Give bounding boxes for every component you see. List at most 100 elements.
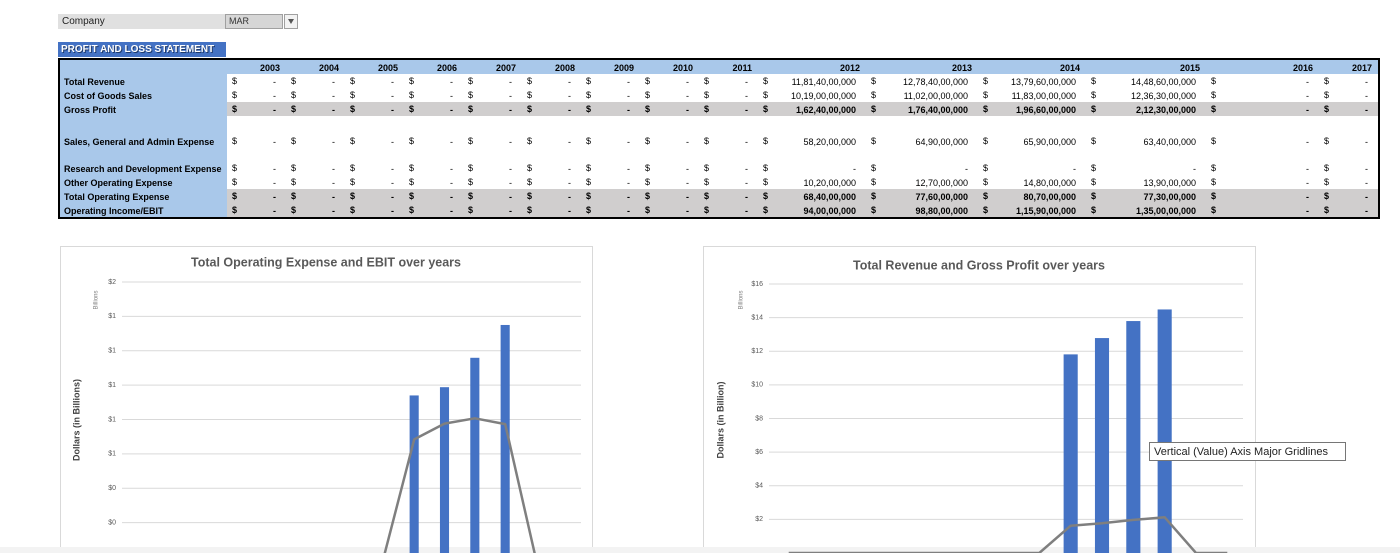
company-dropdown[interactable]: MAR: [225, 14, 283, 29]
value-cell: $ -: [227, 175, 286, 189]
value-cell: $ -: [345, 175, 404, 189]
spacer-row: [59, 116, 1379, 130]
cell-value: 80,70,00,000: [1023, 192, 1076, 202]
bar: [439, 387, 450, 553]
cell-value: -: [627, 206, 630, 216]
currency: $: [871, 163, 877, 173]
currency: $: [468, 104, 474, 114]
value-cell: $ -: [699, 175, 758, 189]
cell-value: -: [568, 77, 571, 87]
currency: $: [645, 177, 651, 187]
cell-value: -: [568, 192, 571, 202]
value-cell: $ -: [699, 130, 758, 148]
cell-value: -: [745, 77, 748, 87]
currency: $: [645, 90, 651, 100]
chart-frame[interactable]: [60, 246, 593, 553]
value-cell: $ -: [1206, 203, 1319, 218]
row-label: Other Operating Expense: [59, 175, 227, 189]
cell-value: 1,76,40,00,000: [907, 105, 968, 115]
header-row: 2003 2004 2005 2006 2007 2008 2009 2010 2011 2012…: [59, 59, 1379, 74]
year-header: 2008: [522, 59, 581, 74]
currency: $: [409, 163, 415, 173]
currency: $: [1091, 104, 1097, 114]
currency: $: [871, 191, 877, 201]
currency: $: [586, 90, 592, 100]
value-cell: $80,70,00,000: [978, 189, 1086, 203]
value-cell: $1,35,00,00,000: [1086, 203, 1206, 218]
currency: $: [983, 90, 989, 100]
year-header: 2005: [345, 59, 404, 74]
cell-value: -: [1365, 77, 1368, 87]
currency: $: [704, 136, 710, 146]
cell-value: 68,40,00,000: [803, 192, 856, 202]
value-cell: $ -: [1206, 88, 1319, 102]
company-label: Company: [58, 14, 225, 29]
value-cell: $ -: [345, 130, 404, 148]
currency: $: [1091, 163, 1097, 173]
cell-value: -: [273, 77, 276, 87]
value-cell: $1,62,40,00,000: [758, 102, 866, 116]
currency: $: [1091, 177, 1097, 187]
cell-value: -: [745, 137, 748, 147]
currency: $: [704, 177, 710, 187]
value-cell: $ -: [463, 130, 522, 148]
value-cell: $ -: [699, 203, 758, 218]
cell-value: 94,00,00,000: [803, 206, 856, 216]
year-header: 2011: [699, 59, 758, 74]
value-cell: $68,40,00,000: [758, 189, 866, 203]
cell-value: -: [509, 105, 512, 115]
bar: [1094, 338, 1110, 553]
value-cell: $ -: [1206, 130, 1319, 148]
currency: $: [586, 136, 592, 146]
cell-value: -: [391, 105, 394, 115]
currency: $: [1211, 90, 1217, 100]
bar: [500, 324, 510, 553]
y-tick-label: $1: [108, 382, 116, 389]
bar: [409, 395, 419, 553]
y-tick-label: $0: [108, 485, 116, 492]
value-cell: $ -: [286, 175, 345, 189]
cell-value: -: [745, 164, 748, 174]
dropdown-arrow[interactable]: [284, 14, 298, 29]
currency: $: [586, 177, 592, 187]
currency: $: [468, 76, 474, 86]
cell-value: -: [1365, 178, 1368, 188]
value-cell: $65,90,00,000: [978, 130, 1086, 148]
chart-title: Total Operating Expense and EBIT over ye…: [191, 255, 461, 269]
value-cell: $ -: [345, 102, 404, 116]
value-cell: $ -: [640, 74, 699, 88]
currency: $: [468, 191, 474, 201]
cell-value: -: [509, 77, 512, 87]
currency: $: [586, 163, 592, 173]
cell-value: -: [627, 178, 630, 188]
currency: $: [291, 163, 297, 173]
cell-value: -: [1306, 206, 1309, 216]
value-cell: $13,90,00,000: [1086, 175, 1206, 189]
cell-value: 13,90,00,000: [1143, 178, 1196, 188]
year-header: 2015: [1086, 59, 1206, 74]
value-cell: $64,90,00,000: [866, 130, 978, 148]
currency: $: [645, 191, 651, 201]
cell-value: -: [273, 164, 276, 174]
cell-value: -: [745, 206, 748, 216]
currency: $: [1091, 136, 1097, 146]
value-cell: $ -: [286, 189, 345, 203]
value-cell: $ -: [1319, 203, 1379, 218]
table-row: Gross Profit $ - $ - $ - $ - $ - $ - $ - $ - $ - $1,62,40,0…: [59, 102, 1379, 116]
value-cell: $ -: [286, 203, 345, 218]
currency: $: [527, 76, 533, 86]
value-cell: $ -: [404, 130, 463, 148]
currency: $: [645, 163, 651, 173]
value-cell: $ -: [581, 102, 640, 116]
cell-value: -: [509, 164, 512, 174]
chart-frame[interactable]: [703, 246, 1256, 553]
currency: $: [232, 76, 238, 86]
value-cell: $12,36,30,00,000: [1086, 88, 1206, 102]
cell-value: -: [391, 192, 394, 202]
value-cell: $14,80,00,000: [978, 175, 1086, 189]
cell-value: 63,40,00,000: [1143, 137, 1196, 147]
cell-value: -: [391, 206, 394, 216]
currency: $: [1324, 90, 1330, 100]
currency: $: [763, 90, 769, 100]
currency: $: [1324, 177, 1330, 187]
